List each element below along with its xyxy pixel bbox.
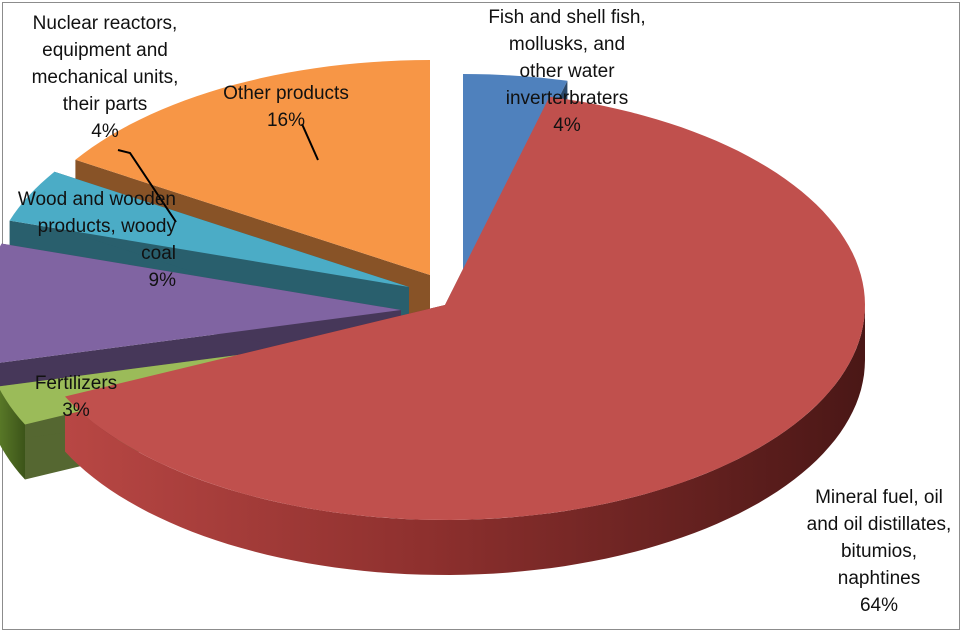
slice-label-wood: Wood and wooden products, woody coal 9%: [17, 189, 176, 291]
leader-line-nuclear: [117, 149, 177, 223]
slice-label-mineral-fuel: Mineral fuel, oil and oil distillates, b…: [806, 487, 952, 616]
slice-top-wood: [0, 243, 401, 363]
slice-label-other: Other products 16%: [223, 83, 349, 131]
slice-label-nuclear: Nuclear reactors, equipment and mechanic…: [31, 13, 179, 142]
leader-line-other: [301, 123, 319, 161]
slice-top-mineral-fuel: [65, 96, 865, 521]
slice-label-fish: Fish and shell fish, mollusks, and other…: [488, 7, 646, 136]
slice-wall-mineral-fuel: [65, 305, 865, 575]
slice-top-other: [75, 60, 431, 275]
slice-label-fertilizers: Fertilizers 3%: [34, 373, 118, 421]
slice-wall-fertilizers: [0, 389, 25, 480]
slice-top-nuclear: [9, 171, 409, 287]
